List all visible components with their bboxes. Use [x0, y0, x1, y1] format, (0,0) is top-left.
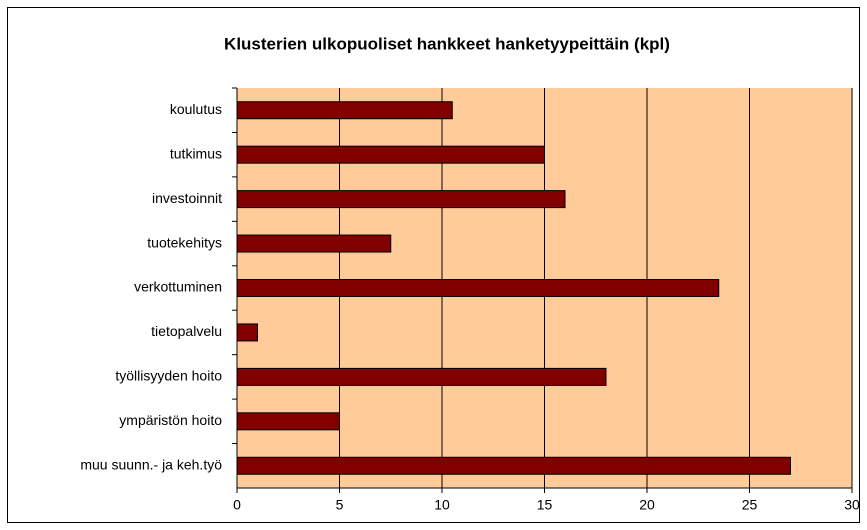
y-tick-label: verkottuminen [134, 279, 222, 295]
y-tick-label: muu suunn.- ja keh.työ [80, 456, 222, 472]
bar [236, 234, 392, 253]
y-tick-label: tuotekehitys [147, 234, 222, 250]
y-tick-label: investoinnit [152, 190, 222, 206]
x-tick-label: 25 [742, 497, 758, 513]
bar [236, 101, 453, 120]
x-tick-label: 0 [233, 497, 241, 513]
bar [236, 279, 720, 297]
y-tick-label: koulutus [170, 101, 222, 117]
chart-title: Klusterien ulkopuoliset hankkeet hankety… [224, 34, 670, 53]
bar [236, 367, 607, 386]
y-tick-label: tietopalvelu [151, 323, 222, 339]
bar [236, 412, 340, 431]
y-tick-label: tutkimus [170, 145, 222, 161]
x-tick-label: 5 [336, 497, 344, 513]
bar [236, 190, 566, 209]
x-tick-label: 10 [434, 497, 450, 513]
y-tick-label: työllisyyden hoito [115, 368, 222, 384]
y-tick-label: ympäristön hoito [119, 412, 222, 428]
bar [236, 456, 791, 475]
x-tick-label: 30 [844, 497, 860, 513]
x-tick-label: 15 [537, 497, 553, 513]
x-tick-label: 20 [639, 497, 655, 513]
bar [236, 145, 545, 164]
bar [236, 323, 258, 342]
